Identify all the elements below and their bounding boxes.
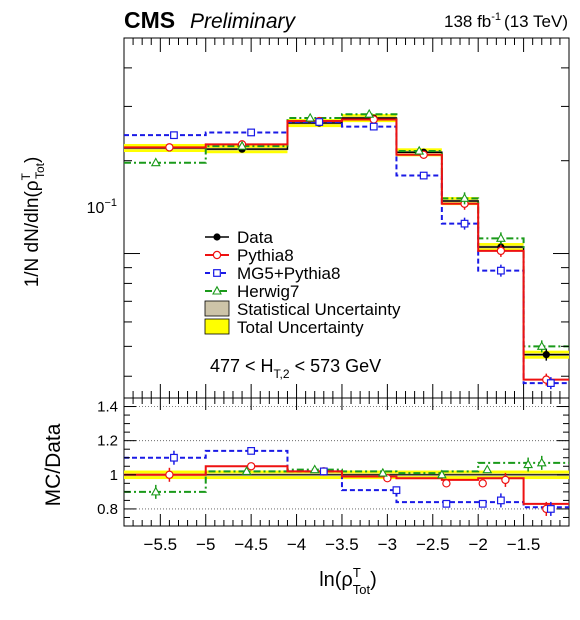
- x-tick-label: −5.5: [144, 535, 178, 554]
- ratio-herwig-marker-2: [309, 464, 320, 474]
- ratio-mg5-marker-3: [392, 486, 401, 495]
- x-tick-label: −3.5: [325, 535, 359, 554]
- herwig-marker-4: [414, 145, 425, 155]
- cms-label: CMS: [124, 7, 175, 33]
- pythia-marker-0: [165, 143, 174, 152]
- legend-marker-data: [213, 233, 221, 241]
- main-plot-frame: [123, 37, 570, 399]
- ratio-plot-frame: [123, 397, 570, 527]
- ratio-mg5-marker-1: [247, 447, 256, 455]
- herwig-marker-5: [459, 193, 470, 202]
- herwig-marker-2: [305, 112, 316, 122]
- pythia-marker-6: [496, 246, 506, 256]
- x-tick-label: −4.5: [234, 535, 268, 554]
- mg5-marker-1: [247, 128, 256, 137]
- mg5-marker-0: [170, 131, 178, 140]
- legend-label-herwig: Herwig7: [237, 282, 299, 301]
- x-axis-label: ln(ρT Tot): [319, 565, 377, 597]
- ratio-mg5-marker-7: [546, 505, 555, 513]
- ratio-herwig-line: [124, 461, 569, 493]
- ratio-mg5-marker-6: [496, 496, 505, 505]
- ratio-herwig-marker-4: [436, 469, 447, 479]
- ratio-pythia-marker-6: [501, 475, 510, 485]
- ratio-mg5-line: [124, 449, 569, 509]
- ratio-y-tick-label: 1.4: [97, 399, 118, 416]
- ratio-pythia-marker-4: [442, 479, 451, 488]
- main-panel: 1/N dN/dln(ρTTot) 10−1 DataPythia8MG5+Py…: [19, 37, 570, 399]
- herwig-marker-3: [364, 108, 375, 118]
- x-tick-label: −2.5: [416, 535, 450, 554]
- ratio-y-tick-label: 0.8: [97, 501, 118, 518]
- ratio-herwig-marker-3: [377, 467, 388, 477]
- herwig-marker-6: [495, 233, 506, 242]
- mg5-marker-7: [546, 379, 555, 388]
- herwig-line: [124, 113, 569, 348]
- legend-marker-herwig: [212, 285, 222, 295]
- y-tick-label-10m1: 10−1: [87, 197, 117, 217]
- ratio-mg5-marker-4: [442, 499, 451, 508]
- data-marker-7: [542, 351, 550, 359]
- mg5-marker-6: [496, 266, 505, 275]
- x-tick-label: −2: [468, 535, 487, 554]
- x-tick-label: −1.5: [507, 535, 541, 554]
- legend-label-mg5: MG5+Pythia8: [237, 264, 340, 283]
- legend-label-total: Total Uncertainty: [237, 318, 364, 337]
- mg5-marker-4: [419, 171, 428, 180]
- x-tick-label: −4: [287, 535, 306, 554]
- ratio-mg5-marker-2: [319, 467, 328, 476]
- ratio-herwig-marker-7: [536, 457, 547, 467]
- main-y-axis-label: 1/N dN/dln(ρTTot): [19, 157, 47, 288]
- legend: DataPythia8MG5+Pythia8Herwig7Statistical…: [204, 228, 401, 337]
- ratio-herwig-marker-6: [523, 459, 534, 469]
- x-tick-label: −3: [378, 535, 397, 554]
- lumi-label: 138 fb-1 (13 TeV): [444, 11, 568, 31]
- ratio-herwig-marker-1: [241, 466, 252, 475]
- legend-label-data: Data: [237, 228, 273, 247]
- ratio-y-tick-label: 1: [110, 467, 118, 484]
- ratio-herwig-marker-5: [482, 464, 493, 474]
- preliminary-label: Preliminary: [190, 10, 297, 33]
- ratio-y-tick-label: 1.2: [97, 433, 118, 450]
- mg5-marker-5: [460, 219, 469, 228]
- herwig-marker-7: [536, 341, 547, 350]
- legend-swatch-stat: [204, 300, 230, 317]
- ratio-panel: 0.8 1 1.2 1.4 −5.5 −5 −4.5 −4 −3.5 −3 −2.5 −2 −1.5 M…: [42, 397, 570, 597]
- herwig-marker-1: [237, 140, 247, 150]
- x-tick-label: −5: [196, 535, 215, 554]
- legend-label-pythia: Pythia8: [237, 246, 294, 265]
- mg5-marker-2: [315, 118, 324, 126]
- ratio-mg5-marker-5: [478, 499, 487, 508]
- selection-label: 477 < HT,2 < 573 GeV: [210, 356, 381, 381]
- ratio-pythia-marker-5: [478, 479, 487, 488]
- ratio-pythia-marker-1: [246, 462, 256, 471]
- ratio-pythia-marker-0: [165, 470, 174, 479]
- legend-swatch-total: [204, 318, 230, 335]
- legend-marker-pythia: [212, 250, 222, 260]
- ratio-mg5-marker-0: [170, 453, 178, 462]
- ratio-herwig-marker-0: [150, 486, 161, 496]
- legend-marker-mg5: [213, 269, 221, 277]
- mg5-marker-3: [369, 122, 378, 131]
- legend-label-stat: Statistical Uncertainty: [237, 300, 401, 319]
- herwig-marker-0: [150, 157, 161, 167]
- ratio-y-axis-label: MC/Data: [42, 423, 65, 506]
